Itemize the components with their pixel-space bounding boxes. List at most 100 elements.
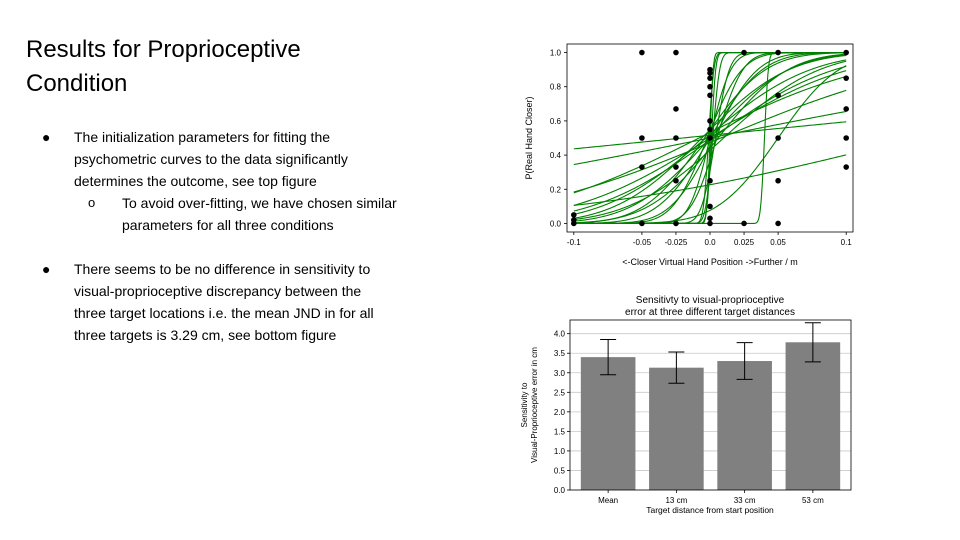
data-point [673, 49, 679, 56]
x-tick-label: 0.05 [770, 238, 786, 247]
data-point [707, 126, 713, 133]
slide-title-line2: Condition [26, 70, 128, 97]
psychometric-curve [573, 75, 847, 194]
bullet-2-line-3: three target locations i.e. the mean JND… [74, 305, 374, 321]
y-tick-label: 0.5 [554, 466, 566, 475]
bullet-2-line-1: There seems to be no difference in sensi… [74, 261, 371, 277]
data-point [673, 220, 679, 227]
psychometric-curve [573, 59, 847, 215]
y-tick-label: 0.2 [550, 185, 562, 194]
bullet-dot-icon: ● [42, 129, 51, 145]
bullet-item-2: ● There seems to be no difference in sen… [40, 258, 460, 346]
data-point [707, 220, 713, 227]
bar-chart-error-bars [600, 322, 821, 384]
y-tick-label: 2.5 [554, 388, 566, 397]
y-tick-label: 3.0 [554, 369, 566, 378]
x-tick-label: 0.025 [734, 238, 755, 247]
bar-chart-y-ticks: 0.0 0.5 1.0 1.5 2.0 2.5 3.0 3.5 4.0 [554, 330, 570, 495]
y-tick-label: 1.0 [550, 49, 562, 58]
data-point [707, 66, 713, 73]
y-tick-label: 0.4 [550, 151, 562, 160]
bar-chart-x-ticks: Mean 13 cm 33 cm 53 cm [598, 490, 824, 505]
y-tick-label: 1.0 [554, 447, 566, 456]
sub-bullet-circle-icon: o [88, 195, 96, 210]
y-tick-label: 0.6 [550, 117, 562, 126]
data-point [775, 135, 781, 141]
data-point [843, 164, 849, 170]
data-point [843, 135, 849, 141]
y-tick-label: 3.5 [554, 349, 566, 358]
x-tick-label: -0.025 [665, 238, 688, 247]
data-point [673, 177, 679, 184]
psychometric-chart: -0.1 -0.05 -0.025 0.0 0.025 0.05 0.1 0.0 0.2 0.4… [524, 43, 854, 267]
bullet-2-line-2: visual-proprioceptive discrepancy betwee… [74, 283, 362, 299]
x-tick-label: 13 cm [665, 496, 687, 505]
bullet-dot-icon: ● [42, 261, 51, 277]
x-tick-label: -0.05 [633, 238, 652, 247]
x-tick-label: 33 cm [734, 496, 756, 505]
data-point [775, 49, 781, 56]
bar [580, 357, 636, 490]
data-point [843, 75, 849, 81]
data-point [775, 92, 781, 99]
bullet-item-1: ● The initialization parameters for fitt… [40, 126, 460, 192]
data-point [707, 75, 713, 81]
bar-chart-frame [569, 319, 852, 491]
bullet-1-line-3: determines the outcome, see top figure [74, 173, 317, 189]
bullet-1-line-2: psychometric curves to the data signific… [74, 151, 348, 167]
bar-chart-title-line1: Sensitivty to visual-proprioceptive [636, 295, 785, 306]
data-point [639, 49, 645, 56]
data-point [741, 220, 747, 227]
psychometric-y-label: P(Real Hand Closer) [524, 96, 534, 179]
psychometric-curve [573, 60, 847, 221]
bar [785, 342, 841, 490]
sub-bullet-item-1: o To avoid over-fitting, we have chosen … [40, 192, 460, 236]
psychometric-x-label: <-Closer Virtual Hand Position ->Further… [622, 257, 797, 267]
x-tick-label: 53 cm [802, 496, 824, 505]
sensitivity-bar-chart: Sensitivty to visual-proprioceptive erro… [520, 295, 852, 515]
slide-title-line1: Results for Proprioceptive [26, 36, 301, 63]
y-tick-label: 0.0 [550, 219, 562, 228]
y-tick-label: 2.0 [554, 408, 566, 417]
data-point [639, 220, 645, 227]
data-point [707, 135, 713, 141]
sub-bullet-1-line-1: To avoid over-fitting, we have chosen si… [122, 195, 397, 211]
data-point [639, 164, 645, 170]
bar-chart-y-label-line1: Sensitivity to [520, 382, 529, 427]
data-point [673, 135, 679, 141]
slide-title: Results for Proprioceptive Condition [26, 33, 426, 101]
sub-bullet-1-line-2: parameters for all three conditions [122, 217, 334, 233]
data-point [673, 106, 679, 112]
data-point [707, 92, 713, 99]
y-tick-label: 1.5 [554, 427, 566, 436]
y-tick-label: 0.8 [550, 83, 562, 92]
psychometric-curve [573, 52, 847, 224]
data-point [775, 177, 781, 184]
data-point [843, 106, 849, 112]
bar [717, 361, 772, 490]
x-tick-label: Mean [598, 496, 618, 505]
bar-chart-x-label: Target distance from start position [646, 505, 774, 515]
data-point [707, 83, 713, 90]
data-point [639, 135, 645, 141]
bar-chart-bars [580, 342, 841, 490]
data-point [571, 212, 577, 218]
bar-chart-y-label-line2: Visual-Proprioceptive error in cm [530, 347, 539, 463]
psychometric-y-ticks: 0.0 0.2 0.4 0.6 0.8 1.0 [550, 49, 567, 228]
psychometric-curve [573, 53, 847, 224]
data-point [741, 49, 747, 56]
bullet-2-line-4: three targets is 3.29 cm, see bottom fig… [74, 327, 337, 343]
y-tick-label: 4.0 [554, 330, 566, 339]
psychometric-points [571, 49, 849, 227]
data-point [707, 215, 713, 222]
bullet-list: ● The initialization parameters for fitt… [40, 126, 460, 346]
bullet-spacer [40, 236, 460, 258]
data-point [707, 177, 713, 184]
psychometric-x-ticks: -0.1 -0.05 -0.025 0.0 0.025 0.05 0.1 [567, 232, 852, 247]
data-point [673, 164, 679, 170]
bar [649, 367, 704, 490]
psychometric-curve [573, 154, 847, 206]
bullet-1-line-1: The initialization parameters for fittin… [74, 129, 331, 145]
data-point [843, 49, 849, 56]
data-point [775, 220, 781, 227]
